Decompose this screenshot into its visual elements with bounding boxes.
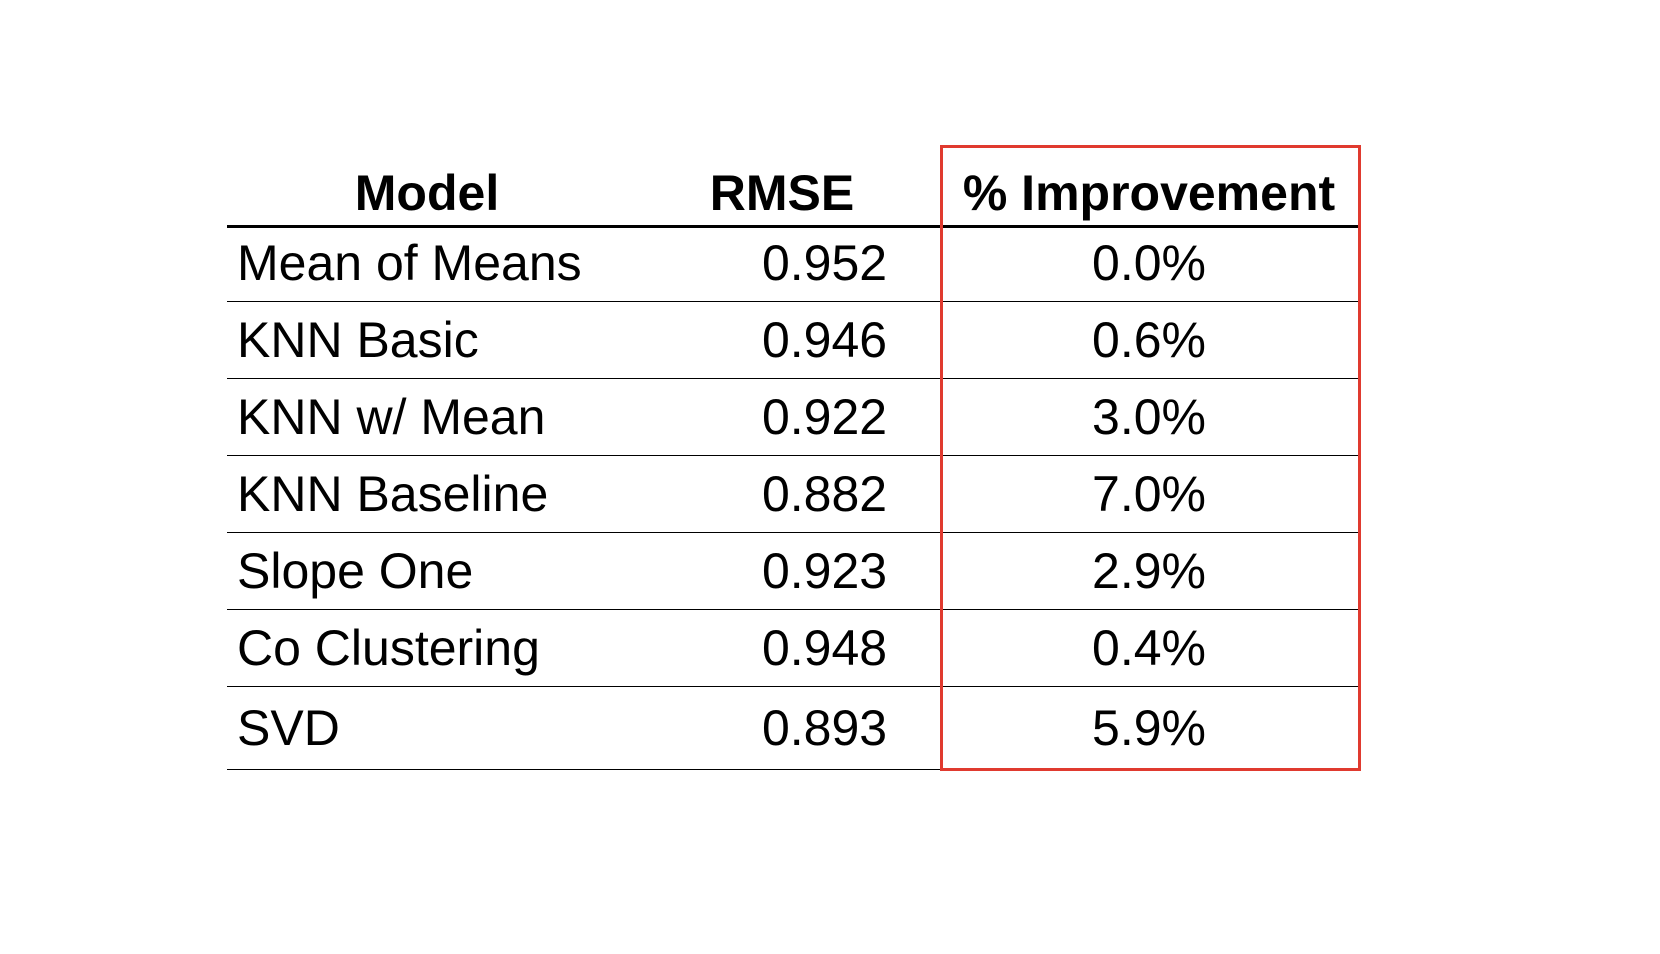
cell-improvement: 5.9% xyxy=(1092,700,1206,756)
table-row: KNN Baseline 0.882 7.0% xyxy=(227,456,1361,533)
cell-model: Slope One xyxy=(237,543,474,599)
cell-rmse: 0.946 xyxy=(761,312,888,368)
cell-rmse: 0.952 xyxy=(761,235,888,291)
table-row: Slope One 0.923 2.9% xyxy=(227,533,1361,610)
table-header-row: Model RMSE % Improvement xyxy=(227,143,1361,228)
cell-improvement: 0.4% xyxy=(1092,620,1206,676)
cell-improvement: 7.0% xyxy=(1092,466,1206,522)
cell-improvement: 2.9% xyxy=(1092,543,1206,599)
cell-model: KNN Basic xyxy=(237,312,479,368)
cell-rmse: 0.893 xyxy=(761,700,888,756)
table-row: KNN w/ Mean 0.922 3.0% xyxy=(227,379,1361,456)
cell-model: KNN w/ Mean xyxy=(237,389,546,445)
cell-model: SVD xyxy=(237,700,340,756)
cell-improvement: 3.0% xyxy=(1092,389,1206,445)
cell-rmse: 0.882 xyxy=(761,466,888,522)
header-model: Model xyxy=(354,165,500,221)
cell-model: KNN Baseline xyxy=(237,466,549,522)
table-row: Mean of Means 0.952 0.0% xyxy=(227,225,1361,302)
table-row: KNN Basic 0.946 0.6% xyxy=(227,302,1361,379)
cell-model: Mean of Means xyxy=(237,235,582,291)
header-improvement: % Improvement xyxy=(962,165,1336,221)
table-row: Co Clustering 0.948 0.4% xyxy=(227,610,1361,687)
table-row: SVD 0.893 5.9% xyxy=(227,687,1361,770)
header-rmse: RMSE xyxy=(709,165,855,221)
cell-rmse: 0.923 xyxy=(761,543,888,599)
cell-rmse: 0.948 xyxy=(761,620,888,676)
cell-improvement: 0.0% xyxy=(1092,235,1206,291)
cell-model: Co Clustering xyxy=(237,620,540,676)
cell-rmse: 0.922 xyxy=(761,389,888,445)
cell-improvement: 0.6% xyxy=(1092,312,1206,368)
